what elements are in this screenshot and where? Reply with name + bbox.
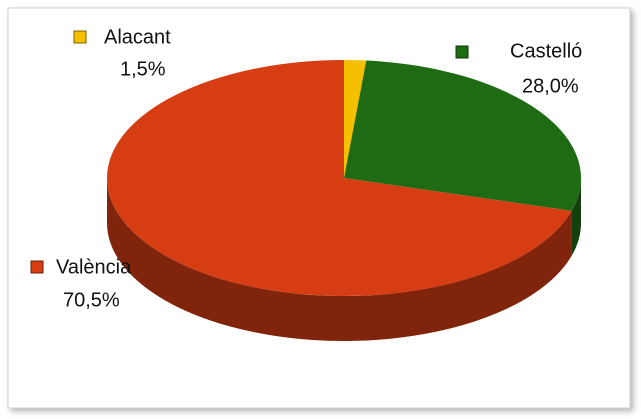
value-label: 1,5%	[120, 58, 166, 80]
slice-side	[571, 178, 581, 256]
value-label: 28,0%	[522, 75, 579, 97]
slice	[106, 60, 572, 296]
slice	[344, 60, 367, 178]
pie-sides	[107, 178, 581, 341]
value-label: 70,5%	[63, 289, 120, 311]
slice-side	[107, 178, 572, 341]
legend-swatch	[73, 30, 87, 44]
pie-tops	[106, 60, 581, 296]
legend-swatch	[30, 260, 44, 274]
slice	[344, 60, 581, 211]
legend: Alacant 1,5% Castelló 28,0% València 70,5%	[30, 26, 582, 311]
category-label: València	[56, 256, 132, 278]
category-label: Alacant	[104, 26, 171, 48]
category-label: Castelló	[510, 40, 582, 62]
legend-swatch	[455, 45, 469, 59]
